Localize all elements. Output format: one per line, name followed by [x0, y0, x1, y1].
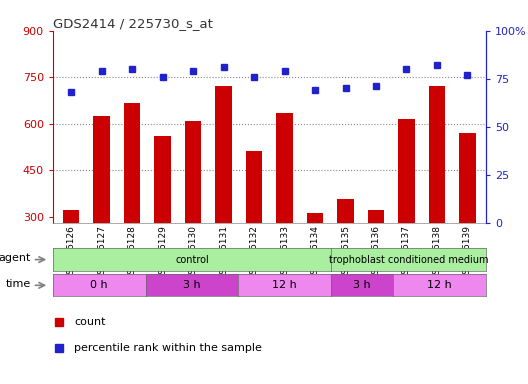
Bar — [246, 152, 262, 310]
Bar — [459, 133, 476, 310]
Text: percentile rank within the sample: percentile rank within the sample — [74, 343, 262, 353]
Text: 3 h: 3 h — [353, 280, 371, 290]
Bar — [185, 121, 202, 310]
Bar — [307, 214, 323, 310]
Text: trophoblast conditioned medium: trophoblast conditioned medium — [329, 255, 488, 265]
Bar — [276, 113, 293, 310]
Text: control: control — [175, 255, 209, 265]
Bar — [154, 136, 171, 310]
Bar — [63, 210, 80, 310]
Text: count: count — [74, 317, 106, 327]
Bar — [124, 104, 140, 310]
Text: 0 h: 0 h — [90, 280, 108, 290]
Text: GDS2414 / 225730_s_at: GDS2414 / 225730_s_at — [53, 17, 213, 30]
Text: agent: agent — [0, 253, 31, 263]
Bar — [337, 200, 354, 310]
Bar — [215, 86, 232, 310]
Bar — [93, 116, 110, 310]
Text: 3 h: 3 h — [183, 280, 201, 290]
Bar — [398, 119, 415, 310]
Text: 12 h: 12 h — [427, 280, 452, 290]
Text: time: time — [6, 279, 31, 289]
Text: 12 h: 12 h — [272, 280, 297, 290]
Bar — [367, 210, 384, 310]
Bar — [429, 86, 445, 310]
